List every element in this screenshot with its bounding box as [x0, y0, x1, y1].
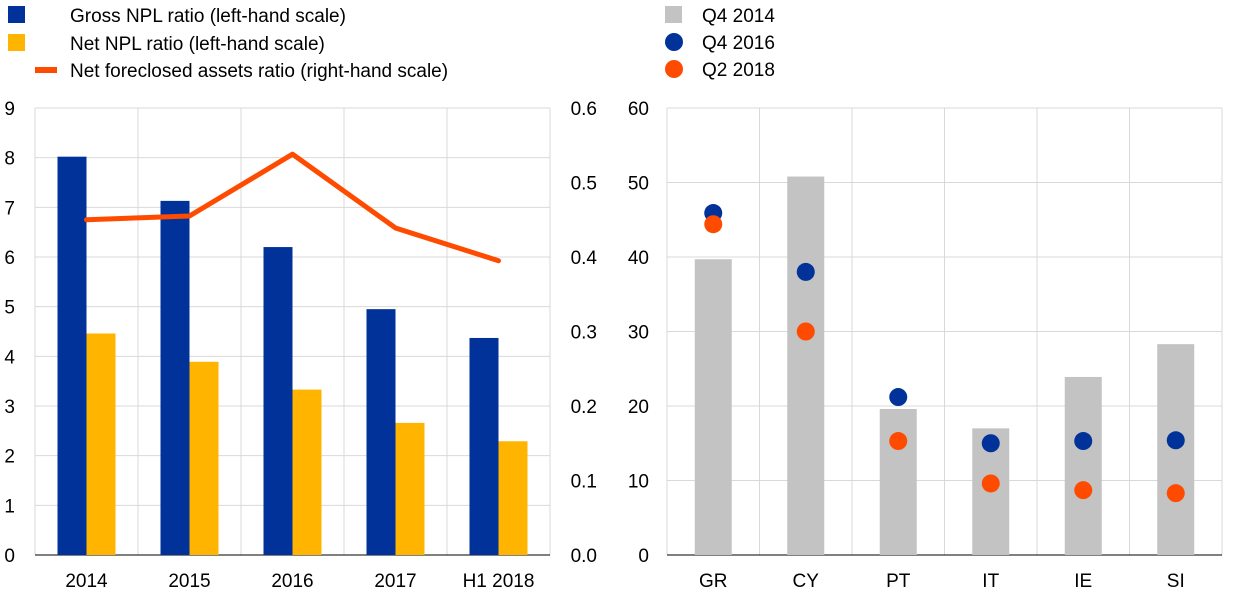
y-axis-tick-label: 40: [628, 248, 649, 269]
bar-gross-npl: [57, 156, 87, 555]
left-axis-tick-label: 8: [4, 149, 15, 170]
point-q2-2018: [1166, 484, 1185, 503]
legend-marker-q4-2016: [665, 33, 683, 51]
left-axis-tick-label: 2: [4, 447, 15, 468]
x-axis-tick-label: 2017: [374, 571, 416, 592]
y-axis-tick-label: 60: [628, 99, 649, 120]
left-axis-tick-label: 9: [4, 99, 15, 120]
y-axis-tick-label: 10: [628, 472, 649, 493]
legend-label-q4-2014: Q4 2014: [702, 6, 775, 27]
x-axis-tick-label: PT: [886, 571, 911, 592]
left-axis-tick-label: 3: [4, 397, 15, 418]
right-axis-tick-label: 0.2: [571, 397, 597, 418]
bar-gross-npl: [263, 247, 293, 556]
bar-gross-npl: [160, 200, 190, 556]
right-axis-tick-label: 0.6: [571, 99, 597, 120]
bar-net-npl: [86, 333, 116, 555]
point-q2-2018: [981, 474, 1000, 493]
point-q4-2016: [889, 388, 908, 407]
x-axis-tick-label: 2015: [168, 571, 210, 592]
left-axis-tick-label: 6: [4, 248, 15, 269]
legend-swatch-net-npl: [8, 34, 25, 51]
y-axis-tick-label: 20: [628, 397, 649, 418]
point-q2-2018: [1074, 481, 1093, 500]
legend-marker-q2-2018: [665, 60, 683, 78]
point-q4-2016: [1074, 432, 1093, 451]
legend-swatch-foreclosed: [35, 67, 57, 73]
left-legend: Gross NPL ratio (left-hand scale) Net NP…: [8, 6, 448, 82]
legend-label-q2-2018: Q2 2018: [702, 60, 775, 81]
right-panel: 0 10 20 30 40 50 60 GR CY PT IT IE SI: [628, 99, 1223, 592]
bar-q4-2014: [1064, 376, 1102, 555]
point-q2-2018: [796, 322, 815, 341]
legend-label-gross-npl: Gross NPL ratio (left-hand scale): [70, 6, 346, 27]
point-q2-2018: [704, 215, 723, 234]
left-axis-tick-label: 0: [4, 546, 15, 567]
x-axis-tick-label: CY: [793, 571, 820, 592]
right-axis-tick-label: 0.4: [571, 248, 598, 269]
x-axis-tick-label: GR: [699, 571, 728, 592]
bar-gross-npl: [366, 309, 396, 555]
right-axis-tick-label: 0.5: [571, 174, 597, 195]
point-q2-2018: [889, 432, 908, 451]
right-axis-tick-label: 0.0: [571, 546, 597, 567]
point-q4-2016: [981, 434, 1000, 453]
bar-q4-2014: [787, 176, 825, 556]
x-axis-tick-label: 2014: [65, 571, 108, 592]
y-axis-tick-label: 30: [628, 323, 649, 344]
right-legend: Q4 2014 Q4 2016 Q2 2018: [665, 6, 775, 81]
legend-label-net-npl: Net NPL ratio (left-hand scale): [70, 34, 325, 55]
x-axis-tick-label: IT: [982, 571, 999, 592]
left-axis-tick-label: 5: [4, 298, 15, 319]
bar-q4-2014: [1157, 344, 1195, 555]
bar-net-npl: [189, 361, 219, 555]
x-axis-tick-label: SI: [1167, 571, 1185, 592]
y-axis-tick-label: 0: [638, 546, 649, 567]
right-axis-tick-label: 0.1: [571, 472, 597, 493]
bar-net-npl: [498, 441, 528, 555]
left-axis-tick-label: 1: [4, 496, 15, 517]
bar-q4-2014: [879, 408, 917, 555]
legend-swatch-gross-npl: [8, 6, 25, 23]
bar-net-npl: [292, 389, 322, 555]
legend-label-foreclosed: Net foreclosed assets ratio (right-hand …: [70, 61, 448, 82]
line-net-foreclosed-assets: [84, 151, 501, 264]
legend-label-q4-2016: Q4 2016: [702, 33, 775, 54]
bar-q4-2014: [694, 259, 732, 555]
bar-net-npl: [395, 422, 425, 555]
y-axis-tick-label: 50: [628, 174, 649, 195]
left-axis-tick-label: 4: [4, 347, 15, 368]
x-axis-tick-label: H1 2018: [463, 571, 535, 592]
x-axis-tick-label: 2016: [271, 571, 313, 592]
legend-swatch-q4-2014: [665, 6, 682, 23]
point-q4-2016: [796, 262, 815, 281]
x-axis-tick-label: IE: [1074, 571, 1092, 592]
left-axis-tick-label: 7: [4, 198, 15, 219]
left-panel: 0 1 2 3 4 5 6 7 8 9 0.0 0.1 0.2 0.3 0.4 0.5 0.6 2014 2015 2…: [4, 99, 597, 592]
point-q4-2016: [1166, 431, 1185, 450]
right-axis-tick-label: 0.3: [571, 323, 597, 344]
bar-gross-npl: [469, 337, 499, 555]
